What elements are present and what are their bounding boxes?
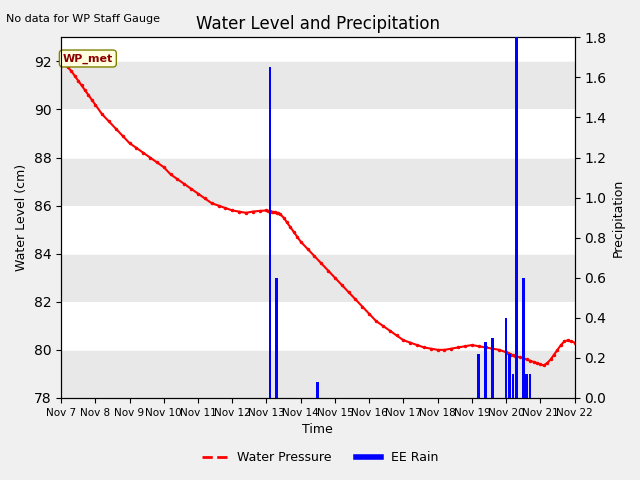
- Text: No data for WP Staff Gauge: No data for WP Staff Gauge: [6, 14, 161, 24]
- Bar: [511, 374, 515, 398]
- Bar: [484, 342, 487, 398]
- Bar: [491, 338, 494, 398]
- Bar: [61, 61, 575, 109]
- Bar: [275, 278, 278, 398]
- Bar: [515, 37, 518, 398]
- Bar: [61, 350, 575, 398]
- Bar: [477, 354, 480, 398]
- Bar: [525, 374, 528, 398]
- Title: Water Level and Precipitation: Water Level and Precipitation: [196, 15, 440, 33]
- Bar: [522, 278, 525, 398]
- Y-axis label: Water Level (cm): Water Level (cm): [15, 164, 28, 271]
- Legend: Water Pressure, EE Rain: Water Pressure, EE Rain: [196, 446, 444, 469]
- Bar: [61, 157, 575, 205]
- Bar: [316, 382, 319, 398]
- Y-axis label: Precipitation: Precipitation: [612, 179, 625, 257]
- Bar: [61, 254, 575, 302]
- Bar: [505, 318, 508, 398]
- Bar: [269, 67, 271, 398]
- Bar: [529, 374, 531, 398]
- X-axis label: Time: Time: [303, 423, 333, 436]
- Bar: [508, 354, 511, 398]
- Text: WP_met: WP_met: [63, 53, 113, 64]
